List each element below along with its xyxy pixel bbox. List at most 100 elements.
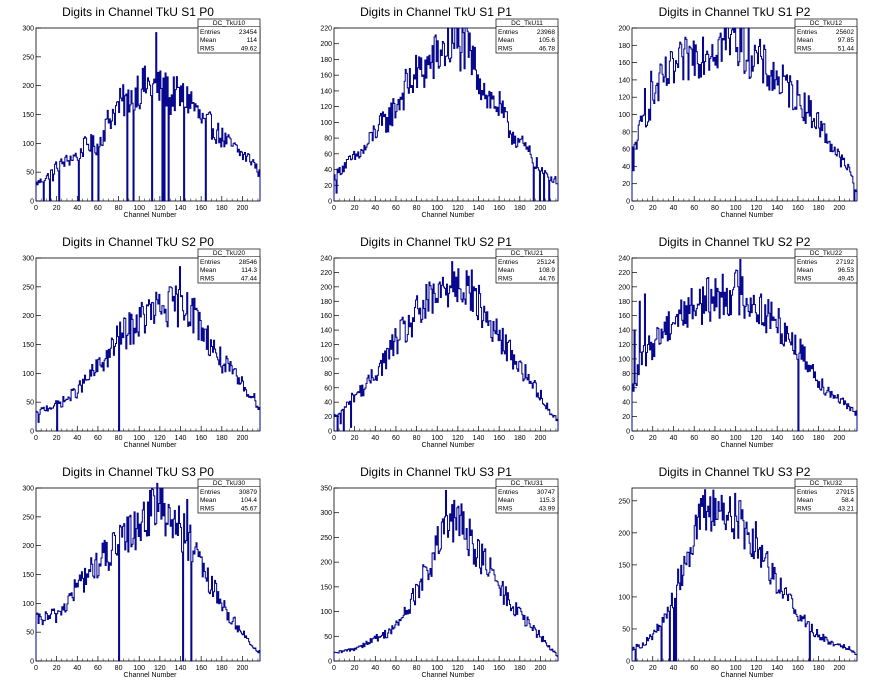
x-tick-label: 0 (34, 435, 38, 442)
histogram-panel-dc_tku21: Digits in Channel TkU S2 P1 0 20 40 60 80 100 1… (320, 235, 559, 449)
y-tick-label: 0 (626, 429, 630, 436)
y-tick-label: 180 (320, 57, 332, 64)
histogram-panel-dc_tku11: Digits in Channel TkU S1 P1 0 20 40 60 80 100 1… (320, 5, 559, 219)
y-tick-label: 100 (320, 120, 332, 127)
x-tick-label: 100 (730, 205, 742, 212)
x-tick-label: 120 (452, 205, 464, 212)
plot-frame (333, 257, 559, 432)
y-tick-label: 100 (22, 601, 34, 608)
y-tick-label: 250 (320, 535, 332, 542)
x-tick-label: 20 (649, 435, 657, 442)
plot-frame (35, 487, 261, 662)
x-tick-label: 140 (473, 435, 485, 442)
x-tick-label: 160 (195, 665, 207, 672)
x-tick-label: 60 (392, 665, 400, 672)
y-tick-label: 50 (26, 630, 34, 637)
stats-label-entries: Entries (200, 259, 221, 266)
x-tick-label: 100 (431, 435, 443, 442)
x-tick-label: 140 (473, 205, 485, 212)
y-tick-label: 60 (622, 147, 630, 154)
y-tick-label: 0 (626, 199, 630, 206)
x-tick-label: 200 (834, 665, 846, 672)
plot-frame (631, 257, 858, 432)
stats-label-rms: RMS (797, 275, 812, 282)
x-tick-label: 100 (133, 435, 145, 442)
histogram-panel-dc_tku12: Digits in Channel TkU S1 P2 0 20 40 60 80 100 1… (618, 5, 858, 219)
x-tick-label: 120 (452, 665, 464, 672)
y-tick-label: 200 (320, 41, 332, 48)
chart-title: Digits in Channel TkU S3 P2 (659, 465, 811, 479)
x-tick-label: 200 (834, 435, 846, 442)
stats-label-mean: Mean (200, 267, 217, 274)
y-tick-label: 100 (320, 609, 332, 616)
stats-value-entries: 25602 (836, 29, 854, 36)
stats-label-rms: RMS (200, 275, 215, 282)
y-tick-label: 100 (618, 356, 630, 363)
stats-value-rms: 44.76 (539, 275, 556, 282)
stats-box-frame (197, 248, 261, 284)
x-tick-label: 80 (711, 665, 719, 672)
stats-name: DC_TkU20 (213, 250, 246, 257)
y-tick-label: 220 (320, 270, 332, 277)
stats-name: DC_TkU32 (810, 480, 843, 487)
y-tick-label: 60 (324, 151, 332, 158)
stats-value-rms: 49.62 (241, 45, 258, 52)
stats-label-entries: Entries (200, 29, 221, 36)
y-tick-label: 20 (622, 181, 630, 188)
y-tick-label: 250 (22, 54, 34, 61)
y-tick-label: 160 (320, 313, 332, 320)
y-tick-label: 140 (618, 77, 630, 84)
y-tick-label: 240 (320, 256, 332, 263)
y-tick-label: 300 (22, 256, 34, 263)
stats-value-mean: 58.4 (841, 497, 854, 504)
stats-box: DC_TkU21 Entries 25124 Mean 108.9 RMS 44.76 (495, 248, 559, 284)
stats-box-frame (197, 18, 261, 54)
x-tick-label: 20 (351, 665, 359, 672)
x-tick-label: 200 (237, 665, 249, 672)
y-tick-label: 80 (622, 129, 630, 136)
x-axis-label: Channel Number (422, 212, 476, 219)
x-axis-label: Channel Number (124, 442, 178, 449)
x-tick-label: 160 (493, 665, 505, 672)
x-tick-label: 40 (670, 205, 678, 212)
y-tick-label: 140 (320, 88, 332, 95)
x-tick-label: 80 (711, 205, 719, 212)
y-tick-label: 200 (618, 530, 630, 537)
x-tick-label: 160 (195, 435, 207, 442)
x-tick-label: 100 (730, 665, 742, 672)
x-tick-label: 180 (813, 435, 825, 442)
x-tick-label: 20 (649, 665, 657, 672)
stats-box: DC_TkU20 Entries 28546 Mean 114.3 RMS 47.44 (197, 248, 261, 284)
y-tick-label: 180 (618, 299, 630, 306)
stats-label-rms: RMS (797, 45, 812, 52)
x-tick-label: 120 (751, 435, 763, 442)
x-tick-label: 100 (133, 205, 145, 212)
stats-value-rms: 51.44 (838, 45, 855, 52)
x-tick-label: 0 (630, 205, 634, 212)
y-tick-label: 40 (622, 400, 630, 407)
y-tick-label: 0 (328, 429, 332, 436)
stats-name: DC_TkU22 (810, 250, 843, 257)
stats-box-frame (794, 478, 858, 514)
stats-value-mean: 115.3 (539, 497, 555, 504)
x-tick-label: 160 (493, 435, 505, 442)
y-tick-label: 50 (622, 626, 630, 633)
x-tick-label: 0 (630, 665, 634, 672)
y-tick-label: 200 (22, 83, 34, 90)
stats-box: DC_TkU22 Entries 27192 Mean 96.53 RMS 49.45 (794, 248, 858, 284)
x-axis-label: Channel Number (721, 672, 775, 679)
histogram-panel-dc_tku22: Digits in Channel TkU S2 P2 0 20 40 60 80 100 1… (618, 235, 858, 449)
y-tick-label: 250 (22, 284, 34, 291)
x-tick-label: 140 (771, 205, 783, 212)
x-tick-label: 0 (332, 665, 336, 672)
x-tick-label: 20 (351, 205, 359, 212)
x-tick-label: 160 (493, 205, 505, 212)
x-tick-label: 120 (751, 205, 763, 212)
chart-title: Digits in Channel TkU S3 P1 (360, 465, 512, 479)
x-tick-label: 40 (670, 665, 678, 672)
chart-title: Digits in Channel TkU S2 P1 (360, 235, 512, 249)
x-tick-label: 80 (413, 665, 421, 672)
x-tick-label: 40 (371, 435, 379, 442)
x-tick-label: 180 (813, 665, 825, 672)
